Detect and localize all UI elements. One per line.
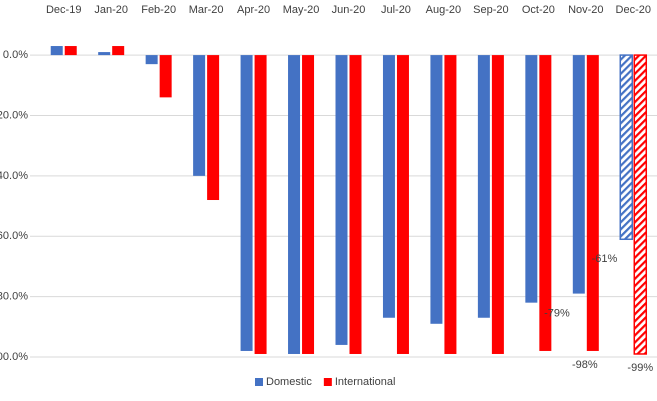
x-tick-label: Aug-20	[426, 4, 461, 16]
data-label: -98%	[572, 359, 598, 371]
bar	[525, 55, 538, 303]
x-tick-label: Apr-20	[237, 4, 270, 16]
bar	[240, 55, 253, 351]
bar	[396, 55, 409, 354]
x-tick-label: Mar-20	[189, 4, 224, 16]
bar	[207, 55, 220, 201]
x-tick-label: Sep-20	[473, 4, 508, 16]
bar	[477, 55, 490, 318]
legend-swatch	[323, 378, 332, 386]
bar	[349, 55, 362, 354]
x-tick-label: Jun-20	[332, 4, 366, 16]
x-tick-label: Dec-19	[46, 4, 81, 16]
data-label: -61%	[592, 253, 618, 265]
y-tick-label: 60.0%	[0, 230, 28, 242]
bar	[586, 55, 599, 351]
bar	[444, 55, 457, 354]
x-tick-label: May-20	[283, 4, 320, 16]
bar	[335, 55, 348, 345]
x-tick-label: Oct-20	[522, 4, 555, 16]
y-tick-label: 0.0%	[3, 49, 28, 61]
x-tick-label: Dec-20	[616, 4, 651, 16]
x-tick-label: Jul-20	[381, 4, 411, 16]
bar	[254, 55, 267, 354]
bar	[491, 55, 504, 354]
bar	[98, 52, 111, 56]
data-label: -99%	[627, 362, 653, 374]
legend-label: International	[335, 376, 396, 388]
y-tick-label: 80.0%	[0, 291, 28, 303]
x-tick-label: Jan-20	[94, 4, 128, 16]
bar	[50, 46, 63, 56]
bar	[539, 55, 552, 351]
data-label: -79%	[544, 308, 570, 320]
bar	[382, 55, 395, 318]
bar	[619, 54, 634, 241]
y-tick-label: 00.0%	[0, 351, 28, 363]
bar	[145, 55, 158, 65]
x-tick-label: Nov-20	[568, 4, 603, 16]
bar	[64, 46, 77, 56]
bar	[572, 55, 585, 294]
y-tick-label: 40.0%	[0, 170, 28, 182]
bar	[430, 55, 443, 324]
legend-swatch	[255, 378, 263, 386]
bar	[633, 54, 648, 355]
bar	[159, 55, 172, 98]
bar	[302, 55, 315, 354]
bar	[193, 55, 206, 176]
y-tick-label: 20.0%	[0, 109, 28, 121]
bar	[112, 46, 125, 56]
legend-label: Domestic	[266, 376, 312, 388]
x-tick-label: Feb-20	[141, 4, 176, 16]
bar	[288, 55, 301, 354]
